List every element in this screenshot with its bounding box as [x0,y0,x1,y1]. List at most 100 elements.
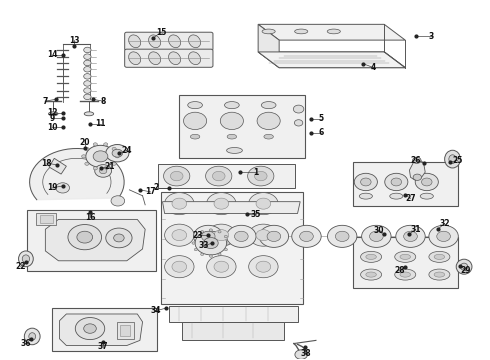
Text: 9: 9 [49,114,55,123]
Polygon shape [182,322,284,339]
Circle shape [194,235,197,238]
Text: 28: 28 [394,266,405,275]
Circle shape [165,224,194,246]
Ellipse shape [188,102,202,109]
Circle shape [209,229,213,231]
Circle shape [361,178,371,186]
FancyBboxPatch shape [124,32,213,50]
Ellipse shape [261,102,276,109]
Circle shape [267,231,281,242]
Polygon shape [169,306,297,322]
Text: 20: 20 [79,138,90,147]
Circle shape [84,67,91,72]
Circle shape [84,88,91,93]
Ellipse shape [190,134,200,139]
Circle shape [218,253,221,256]
Circle shape [171,171,183,181]
Circle shape [103,143,108,146]
Ellipse shape [189,52,200,64]
Circle shape [207,224,236,246]
Circle shape [84,60,91,66]
Circle shape [85,147,89,150]
Circle shape [207,256,236,278]
Polygon shape [410,158,425,180]
Circle shape [164,166,190,186]
Circle shape [249,256,278,278]
Circle shape [413,174,421,180]
Ellipse shape [366,272,376,277]
Ellipse shape [461,263,468,270]
Circle shape [226,225,256,247]
Text: 25: 25 [453,156,463,165]
Ellipse shape [434,272,444,277]
Circle shape [207,193,236,215]
Circle shape [93,151,108,162]
Ellipse shape [395,251,416,262]
Ellipse shape [434,254,444,260]
Circle shape [84,47,91,53]
Circle shape [115,155,120,158]
Circle shape [103,167,108,170]
Ellipse shape [400,272,411,277]
Text: 35: 35 [250,210,261,219]
Circle shape [294,120,303,126]
Polygon shape [60,314,143,346]
Text: 31: 31 [411,225,421,234]
Circle shape [114,234,124,242]
Ellipse shape [262,29,275,34]
Ellipse shape [361,251,382,262]
Circle shape [84,324,97,333]
Circle shape [385,173,408,191]
Circle shape [300,231,313,242]
Text: 24: 24 [122,146,132,155]
Ellipse shape [226,148,243,153]
Circle shape [224,235,227,238]
Text: 12: 12 [47,108,57,117]
Circle shape [235,231,248,242]
Circle shape [172,261,187,272]
Circle shape [437,231,450,242]
Circle shape [214,198,229,209]
Text: 36: 36 [21,339,31,348]
Circle shape [194,248,197,251]
Ellipse shape [169,52,181,64]
Circle shape [327,225,357,247]
Circle shape [111,196,124,206]
Circle shape [256,230,271,241]
Text: 11: 11 [95,119,106,128]
Circle shape [257,112,280,130]
Circle shape [165,256,194,278]
Ellipse shape [49,112,58,116]
Ellipse shape [129,52,141,64]
Circle shape [192,242,195,244]
Ellipse shape [420,193,433,199]
FancyBboxPatch shape [124,49,213,67]
Text: 26: 26 [411,156,421,165]
Polygon shape [258,24,405,40]
Circle shape [254,171,267,181]
Bar [161,192,303,304]
Bar [353,237,458,288]
Text: 33: 33 [199,241,209,250]
Ellipse shape [148,35,161,48]
Ellipse shape [395,269,416,280]
Circle shape [214,261,229,272]
Circle shape [259,225,289,247]
Ellipse shape [359,193,372,199]
Bar [121,325,130,337]
Text: 27: 27 [405,194,416,203]
Bar [40,215,53,223]
Polygon shape [163,202,300,213]
Circle shape [226,242,230,244]
Ellipse shape [366,254,376,260]
Text: 16: 16 [85,213,95,222]
Bar [27,210,156,271]
Bar [36,213,56,225]
Circle shape [415,173,439,191]
Ellipse shape [444,150,461,168]
Circle shape [404,231,417,242]
Circle shape [172,230,187,241]
Text: 13: 13 [69,36,79,45]
Ellipse shape [84,112,94,116]
Polygon shape [29,148,124,200]
